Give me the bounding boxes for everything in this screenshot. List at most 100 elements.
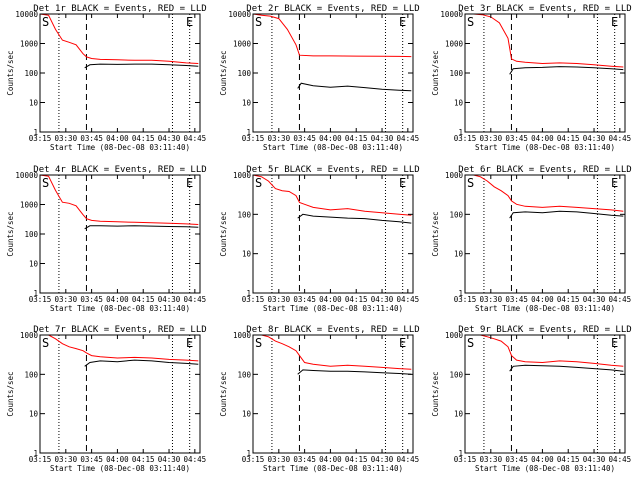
y-axis-label: Counts/sec — [6, 211, 15, 256]
x-tick-label: 03:30 — [480, 295, 503, 304]
panel-title: Det 2r BLACK = Events, RED = LLD — [246, 4, 419, 14]
y-axis-label: Counts/sec — [219, 50, 228, 95]
start-marker: S — [42, 15, 49, 29]
x-tick-label: 04:45 — [609, 134, 632, 143]
x-tick-label: 04:30 — [371, 455, 394, 464]
plot-frame — [39, 334, 201, 454]
y-axis-label: Counts/sec — [431, 211, 440, 256]
x-tick-label: 03:45 — [293, 295, 316, 304]
x-tick-label: 04:45 — [609, 295, 632, 304]
y-tick-label: 1 — [458, 289, 463, 298]
plot-frame — [252, 13, 414, 133]
events-series-line — [84, 359, 199, 367]
lld-series-line — [252, 174, 412, 216]
end-marker: E — [186, 336, 193, 350]
plot-frame — [39, 174, 201, 294]
x-tick-label: 04:15 — [557, 134, 580, 143]
y-tick-label: 1 — [33, 128, 38, 137]
x-axis-label: Start Time (08-Dec-08 03:11:40) — [263, 143, 403, 152]
panel-title: Det 6r BLACK = Events, RED = LLD — [458, 165, 631, 175]
x-tick-label: 03:45 — [505, 455, 528, 464]
y-tick-label: 1 — [246, 289, 251, 298]
x-tick-label: 03:15 — [454, 134, 477, 143]
end-marker: E — [611, 176, 618, 190]
x-tick-label: 04:30 — [158, 455, 181, 464]
x-tick-label: 04:15 — [345, 455, 368, 464]
end-marker: E — [611, 15, 618, 29]
y-tick-label: 1 — [33, 449, 38, 458]
end-marker: E — [611, 336, 618, 350]
plot-frame — [252, 174, 414, 294]
lld-series-line — [39, 174, 199, 225]
y-tick-label: 1000 — [20, 201, 39, 210]
panel-title: Det 7r BLACK = Events, RED = LLD — [33, 325, 206, 335]
x-tick-label: 04:45 — [397, 455, 420, 464]
x-tick-label: 03:30 — [480, 134, 503, 143]
x-tick-label: 04:15 — [557, 295, 580, 304]
x-tick-label: 03:15 — [242, 455, 265, 464]
start-marker: S — [255, 15, 262, 29]
x-tick-label: 04:30 — [583, 134, 606, 143]
x-tick-label: 03:30 — [268, 295, 291, 304]
x-axis-label: Start Time (08-Dec-08 03:11:40) — [475, 143, 615, 152]
y-tick-label: 100 — [237, 370, 251, 379]
y-tick-label: 1000 — [233, 40, 252, 49]
y-tick-label: 10000 — [15, 10, 38, 19]
end-marker: E — [186, 176, 193, 190]
x-tick-label: 04:00 — [531, 295, 554, 304]
x-tick-label: 03:45 — [80, 295, 103, 304]
y-tick-label: 1000 — [20, 40, 39, 49]
plot-frame — [464, 334, 626, 454]
x-tick-label: 04:30 — [583, 295, 606, 304]
plot-frame — [39, 13, 201, 133]
y-axis-label: Counts/sec — [6, 50, 15, 95]
x-tick-label: 03:30 — [480, 455, 503, 464]
x-tick-label: 04:15 — [132, 295, 155, 304]
events-series-line — [509, 364, 624, 372]
x-tick-label: 03:45 — [293, 134, 316, 143]
panel-title: Det 1r BLACK = Events, RED = LLD — [33, 4, 206, 14]
y-tick-label: 1 — [458, 449, 463, 458]
y-tick-label: 100 — [237, 69, 251, 78]
y-tick-label: 100 — [449, 210, 463, 219]
x-tick-label: 03:15 — [29, 134, 52, 143]
panel-title: Det 9r BLACK = Events, RED = LLD — [458, 325, 631, 335]
events-series-line — [297, 369, 412, 375]
lld-series-line — [252, 13, 412, 58]
y-tick-label: 10 — [242, 410, 252, 419]
x-tick-label: 03:30 — [55, 455, 78, 464]
y-axis-label: Counts/sec — [431, 50, 440, 95]
y-tick-label: 1000 — [445, 331, 464, 340]
panel-title: Det 5r BLACK = Events, RED = LLD — [246, 165, 419, 175]
y-tick-label: 10 — [242, 250, 252, 259]
x-tick-label: 04:30 — [158, 295, 181, 304]
y-tick-label: 10 — [454, 99, 464, 108]
y-tick-label: 10 — [29, 260, 39, 269]
y-tick-label: 1000 — [233, 331, 252, 340]
x-tick-label: 03:30 — [55, 134, 78, 143]
x-tick-label: 04:30 — [158, 134, 181, 143]
events-series-line — [297, 82, 412, 92]
events-series-line — [509, 210, 624, 219]
x-tick-label: 04:45 — [184, 134, 207, 143]
y-tick-label: 1000 — [20, 331, 39, 340]
start-marker: S — [467, 176, 474, 190]
x-tick-label: 04:45 — [397, 134, 420, 143]
lld-series-line — [253, 334, 412, 370]
lld-series-line — [465, 334, 624, 367]
end-marker: E — [399, 336, 406, 350]
plot-frame — [464, 174, 626, 294]
y-axis-label: Counts/sec — [6, 371, 15, 416]
x-tick-label: 03:45 — [293, 455, 316, 464]
x-tick-label: 03:45 — [80, 455, 103, 464]
x-tick-label: 04:45 — [609, 455, 632, 464]
x-tick-label: 04:45 — [184, 295, 207, 304]
x-tick-label: 04:30 — [583, 455, 606, 464]
start-marker: S — [42, 336, 49, 350]
